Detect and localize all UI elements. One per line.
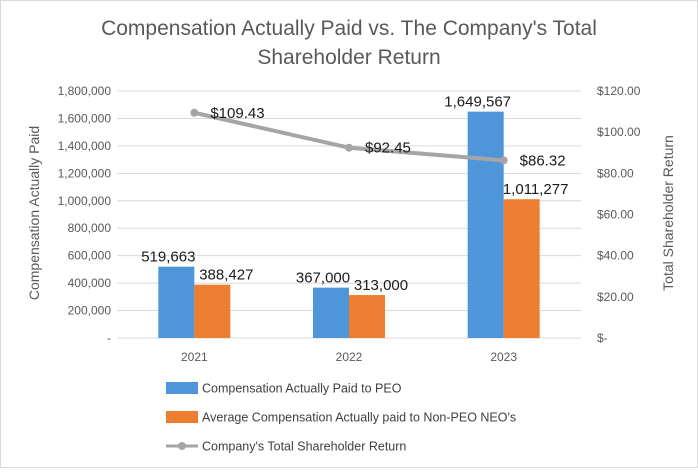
tsr-point bbox=[499, 156, 508, 165]
y-tick-label: 1,600,000 bbox=[58, 111, 112, 125]
peo-bar bbox=[313, 287, 349, 338]
x-tick-label: 2021 bbox=[181, 350, 208, 364]
bar-data-label: 388,427 bbox=[199, 267, 253, 284]
y2-axis-title: Total Shareholder Return bbox=[660, 135, 676, 291]
y2-tick-label: $80.00 bbox=[597, 166, 634, 180]
y-tick-label: 600,000 bbox=[68, 249, 112, 263]
legend-label: Company's Total Shareholder Return bbox=[202, 440, 406, 454]
peo-bar bbox=[158, 266, 195, 338]
y2-tick-label: $120.00 bbox=[597, 84, 641, 98]
legend-swatch bbox=[166, 411, 198, 423]
peo-bar bbox=[467, 111, 504, 338]
legend-label: Average Compensation Actually paid to No… bbox=[202, 411, 516, 425]
y2-tick-label: $20.00 bbox=[597, 290, 634, 304]
legend-swatch bbox=[166, 382, 198, 394]
y2-tick-label: $100.00 bbox=[597, 125, 641, 139]
tsr-point bbox=[190, 108, 199, 117]
chart-title-line-1: Compensation Actually Paid vs. The Compa… bbox=[101, 17, 597, 40]
y-tick-label: 800,000 bbox=[68, 221, 112, 235]
tsr-data-label: $86.32 bbox=[520, 152, 566, 169]
bar-data-label: 1,649,567 bbox=[444, 94, 511, 111]
chart-title-line-2: Shareholder Return bbox=[257, 46, 440, 69]
y-tick-label: 1,800,000 bbox=[58, 84, 112, 98]
y-tick-label: 1,400,000 bbox=[58, 139, 112, 153]
x-tick-label: 2023 bbox=[490, 350, 517, 364]
non-peo-bar bbox=[349, 295, 385, 338]
bar-data-label: 313,000 bbox=[354, 277, 408, 294]
y-tick-label: 1,000,000 bbox=[58, 194, 112, 208]
bar-data-label: 1,011,277 bbox=[503, 181, 569, 198]
bar-data-label: 367,000 bbox=[296, 270, 350, 287]
tsr-data-label: $109.43 bbox=[210, 105, 264, 122]
y2-tick-label: $60.00 bbox=[597, 208, 634, 222]
y-tick-label: 400,000 bbox=[68, 276, 112, 290]
y-axis-title: Compensation Actually Paid bbox=[26, 126, 42, 300]
y2-tick-label: $40.00 bbox=[597, 249, 634, 263]
legend-label: Compensation Actually Paid to PEO bbox=[202, 382, 402, 396]
legend-swatch-marker bbox=[178, 442, 186, 450]
x-tick-label: 2022 bbox=[336, 350, 363, 364]
y-tick-label: 200,000 bbox=[68, 304, 112, 318]
non-peo-bar bbox=[503, 199, 540, 338]
y2-tick-label: $- bbox=[597, 331, 608, 345]
y-tick-label: - bbox=[107, 331, 111, 345]
bar-data-label: 519,663 bbox=[141, 249, 195, 266]
non-peo-bar bbox=[194, 284, 231, 338]
tsr-data-label: $92.45 bbox=[365, 140, 411, 157]
tsr-point bbox=[345, 143, 353, 152]
y-tick-label: 1,200,000 bbox=[58, 166, 112, 180]
